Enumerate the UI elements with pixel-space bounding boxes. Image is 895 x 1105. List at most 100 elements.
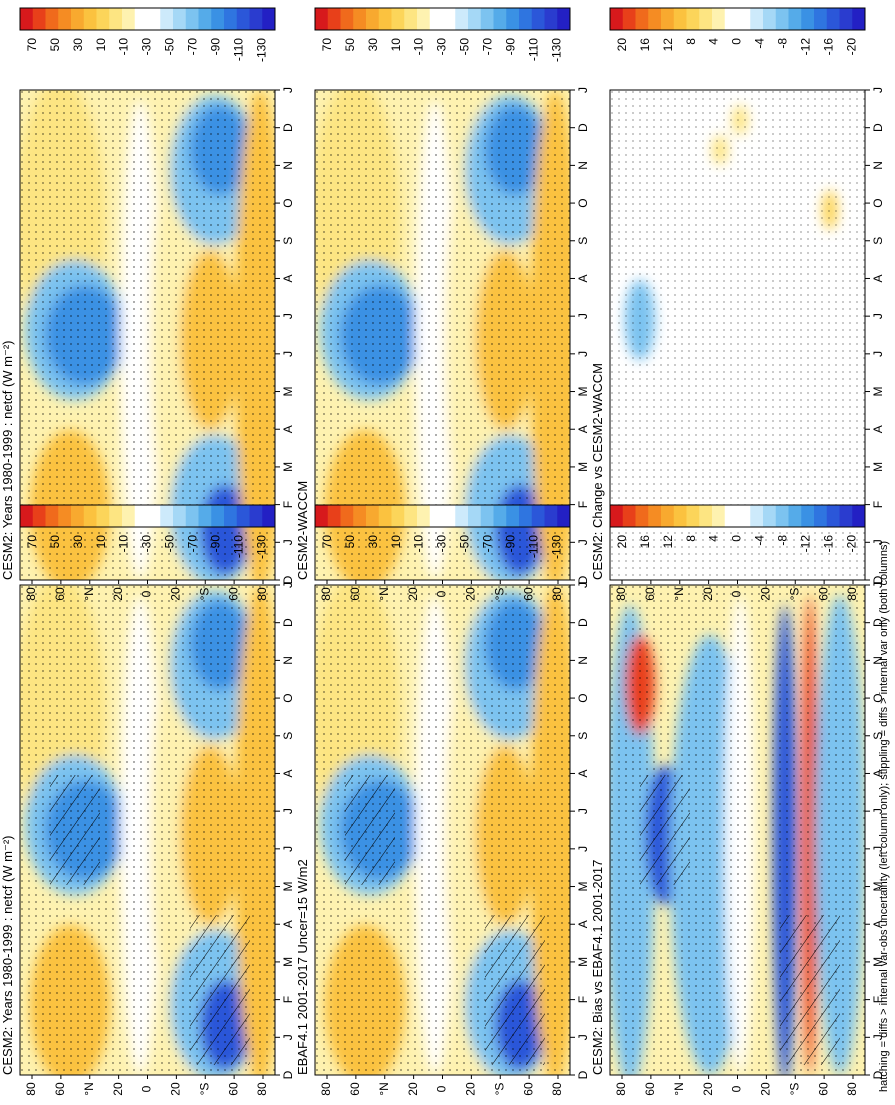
lat-tick-label: 20 [464,587,478,601]
colorbar-swatch [224,505,238,527]
colorbar-label: -4 [753,38,767,49]
colorbar-swatch [198,8,212,30]
month-tick-label: J [871,808,885,814]
month-tick-label: D [871,123,885,132]
colorbar-swatch [635,505,649,527]
lat-tick-label: 0 [435,590,449,597]
month-tick-label: N [871,161,885,170]
colorbar-label: -8 [776,38,790,49]
lat-tick-label: °N [377,1082,391,1095]
month-tick-label: M [281,882,295,892]
colorbar-label: -50 [163,38,177,56]
month-tick-label: F [281,996,295,1003]
colorbar-swatch [673,8,687,30]
month-tick-label: M [871,957,885,967]
lat-tick-label: 20 [759,1082,773,1096]
colorbar-swatch [480,8,494,30]
month-tick-label: M [871,462,885,472]
colorbar-swatch [173,505,187,527]
colorbar-frame [314,7,571,31]
colorbar-label: -30 [435,38,449,56]
month-tick-label: O [871,198,885,207]
colorbar-label: -50 [163,535,177,553]
month-tick-label: D [576,123,590,132]
month-tick-label: F [576,996,590,1003]
colorbar-swatch [327,505,341,527]
heatmap-field [315,585,570,1075]
colorbar-label: 50 [343,38,357,52]
colorbar-3: 70 50 30 10 -10 -30 -50 -70 -90 -110 -130 [19,504,276,559]
colorbar-swatch [211,505,225,527]
month-tick-label: M [871,882,885,892]
month-tick-label: J [281,539,295,545]
colorbar-label: -130 [254,535,268,559]
month-tick-label: J [576,808,590,814]
colorbar-frame [314,504,571,528]
colorbar-swatch [236,505,250,527]
panel-left_top: D J F M A M J J A S O N D J 80 60 °N 20 0 20 °S 60 80 CESM2: Ye… [0,582,295,1096]
colorbar-swatch [699,8,713,30]
colorbar-swatch [45,8,59,30]
colorbar-swatch [648,8,662,30]
colorbar-label: 50 [48,535,62,549]
colorbar-label: -30 [140,38,154,56]
lat-tick-label: 0 [730,1085,744,1092]
colorbar-swatch [315,8,329,30]
colorbar-label: -50 [458,535,472,553]
month-tick-label: N [281,161,295,170]
colorbar-label: 12 [661,535,675,549]
lat-tick-label: 80 [255,587,269,601]
colorbars-layer: 70 50 30 10 -10 -30 -50 -70 -90 -110 -130 70 50 30 10-… [19,7,866,559]
month-tick-label: O [576,198,590,207]
colorbar-label: 70 [320,535,334,549]
month-tick-label: N [576,161,590,170]
colorbar-swatch [315,505,329,527]
lat-tick-label: °S [492,588,506,601]
lat-tick-label: 80 [550,587,564,601]
colorbar-swatch [20,505,34,527]
colorbar-label: 30 [366,38,380,52]
colorbar-swatch [826,8,840,30]
month-tick-label: J [281,1034,295,1040]
lat-tick-label: 80 [319,587,333,601]
lat-tick-label: °S [787,588,801,601]
panel-title: CESM2: Years 1980-1999 : netcf (W m⁻²) [0,340,15,580]
colorbar-label: 10 [94,535,108,549]
heatmap-field [610,90,865,580]
lat-tick-label: 20 [169,587,183,601]
colorbar-swatch [712,505,726,527]
month-tick-label: A [871,425,885,433]
colorbar-swatch [763,8,777,30]
month-tick-label: J [576,351,590,357]
colorbar-swatch [635,8,649,30]
colorbar-swatch [417,8,431,30]
colorbar-swatch [480,505,494,527]
colorbar-swatch [519,8,533,30]
month-tick-label: J [871,582,885,588]
colorbar-swatch [429,505,443,527]
colorbar-label: 4 [707,535,721,542]
colorbar-swatch [610,8,624,30]
colorbar-label: -10 [412,38,426,56]
colorbar-swatch [610,505,624,527]
colorbar-label: -50 [458,38,472,56]
lat-tick-label: 20 [111,587,125,601]
month-tick-label: J [281,313,295,319]
colorbar-label: 16 [638,535,652,549]
lat-tick-label: °N [377,587,391,600]
month-tick-label: A [871,920,885,928]
colorbar-swatch [622,8,636,30]
colorbar-label: -110 [526,38,540,61]
colorbar-swatch [32,505,46,527]
colorbar-label: 50 [343,535,357,549]
colorbar-swatch [686,8,700,30]
colorbar-swatch [493,505,507,527]
colorbar-swatch [391,505,405,527]
month-tick-label: S [281,732,295,740]
colorbar-swatch [686,505,700,527]
colorbar-label: -70 [481,38,495,56]
colorbar-swatch [45,505,59,527]
hatching-n [640,775,690,885]
lat-tick-label: 80 [845,1082,859,1096]
colorbar-swatch [852,8,866,30]
